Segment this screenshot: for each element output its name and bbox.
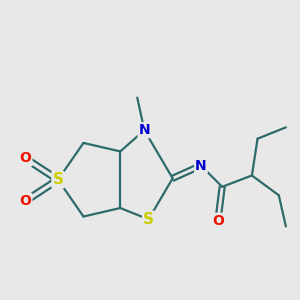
Text: N: N: [139, 123, 150, 137]
Text: S: S: [143, 212, 154, 227]
Text: O: O: [20, 152, 32, 166]
Text: N: N: [195, 159, 207, 172]
Text: O: O: [20, 194, 32, 208]
Text: S: S: [52, 172, 64, 187]
Text: O: O: [212, 214, 224, 228]
